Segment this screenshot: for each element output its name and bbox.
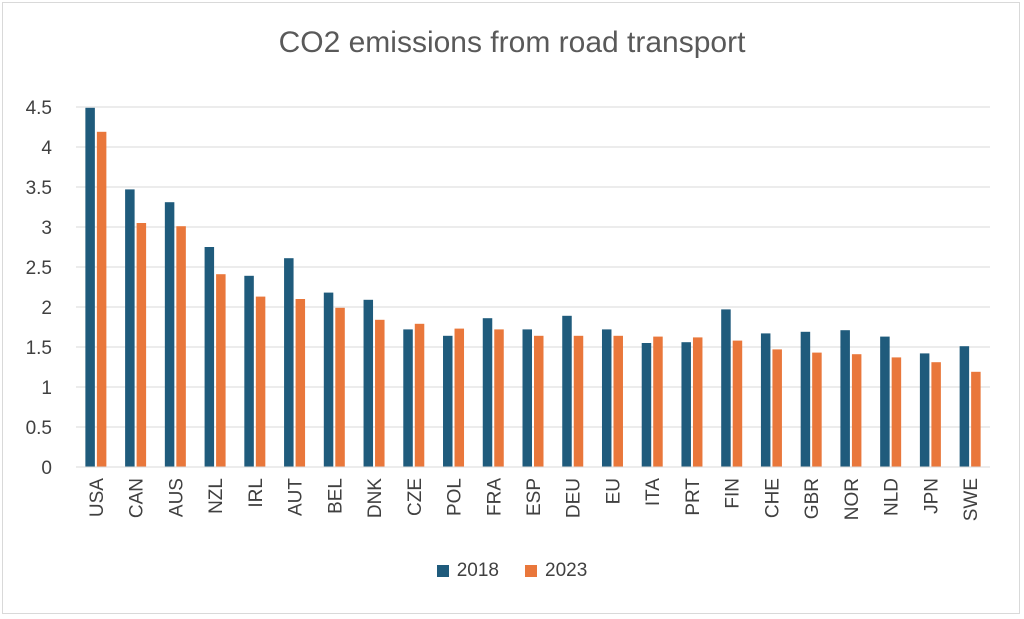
bar-dnk-2023 <box>375 319 385 467</box>
bar-fin-2023 <box>732 340 743 467</box>
x-tick-label: FIN <box>723 478 744 509</box>
y-tick-label: 4.5 <box>26 98 52 119</box>
bar-esp-2018 <box>522 329 532 467</box>
x-tick-label: AUT <box>286 478 307 516</box>
bar-usa-2018 <box>85 107 95 468</box>
x-tick-label: BEL <box>325 478 346 514</box>
bar-fra-2023 <box>494 329 504 467</box>
y-tick-label: 3 <box>41 218 52 239</box>
x-tick-label: CZE <box>405 478 426 516</box>
x-tick-label: AUS <box>166 478 187 517</box>
bar-nld-2023 <box>891 357 902 467</box>
bar-nzl-2023 <box>216 274 226 467</box>
chart-title: CO2 emissions from road transport <box>278 26 746 59</box>
bar-nor-2023 <box>851 354 862 467</box>
y-tick-label: 0 <box>41 458 52 479</box>
bar-pol-2018 <box>443 335 453 467</box>
bar-bel-2023 <box>335 307 345 467</box>
bar-nzl-2018 <box>204 247 215 467</box>
bar-swe-2023 <box>971 371 981 467</box>
bar-ita-2018 <box>641 343 652 467</box>
x-tick-label: NLD <box>882 478 903 516</box>
bar-prt-2018 <box>681 342 691 467</box>
x-tick-label: DEU <box>564 478 585 518</box>
legend-item-2023: 2023 <box>525 560 587 582</box>
legend-swatch-2023 <box>525 565 537 577</box>
legend-swatch-2018 <box>436 565 449 577</box>
x-tick-label: IRL <box>246 478 267 508</box>
legend-item-2018: 2018 <box>436 560 499 582</box>
bar-aus-2023 <box>176 226 186 467</box>
bar-dnk-2018 <box>363 299 374 467</box>
bar-fin-2018 <box>721 309 731 467</box>
bar-gbr-2023 <box>812 352 822 467</box>
bar-can-2018 <box>125 189 135 467</box>
y-tick-label: 0.5 <box>26 418 52 439</box>
y-tick-label: 1 <box>41 378 52 399</box>
bar-swe-2018 <box>959 346 970 467</box>
bar-irl-2023 <box>255 296 266 467</box>
bar-eu-2023 <box>613 335 623 467</box>
x-tick-label: NOR <box>842 478 863 520</box>
legend-label-2018: 2018 <box>456 560 499 581</box>
x-tick-label: FRA <box>484 478 505 516</box>
x-tick-label: JPN <box>921 478 942 514</box>
x-tick-label: DNK <box>365 478 386 518</box>
y-tick-label: 2 <box>41 298 52 319</box>
legend-label-2023: 2023 <box>545 560 588 581</box>
x-tick-label: EU <box>603 478 624 504</box>
x-tick-label: USA <box>87 478 108 517</box>
bar-cze-2023 <box>414 323 425 467</box>
x-tick-label: GBR <box>802 478 823 519</box>
x-tick-label: NZL <box>206 478 227 514</box>
y-tick-label: 1.5 <box>26 338 52 359</box>
x-tick-label: PRT <box>683 478 704 516</box>
bar-cze-2018 <box>403 329 413 467</box>
bar-bel-2018 <box>323 292 334 467</box>
bar-ita-2023 <box>653 336 663 467</box>
bar-che-2018 <box>760 333 771 467</box>
bar-eu-2018 <box>601 329 612 467</box>
y-tick-label: 2.5 <box>26 258 52 279</box>
bar-aus-2018 <box>164 202 175 467</box>
bar-irl-2018 <box>244 275 254 467</box>
bar-aut-2023 <box>295 299 306 467</box>
bar-usa-2023 <box>96 131 107 468</box>
bar-fra-2018 <box>482 318 493 467</box>
bar-jpn-2018 <box>919 353 930 467</box>
y-tick-label: 4 <box>41 138 52 159</box>
x-tick-label: SWE <box>961 478 982 521</box>
bar-jpn-2023 <box>931 362 941 467</box>
x-tick-label: CHE <box>762 478 783 518</box>
bar-deu-2018 <box>562 315 572 467</box>
x-tick-label: CAN <box>127 478 148 518</box>
bar-esp-2023 <box>534 335 544 467</box>
bar-gbr-2018 <box>800 331 811 467</box>
bar-deu-2023 <box>573 335 584 467</box>
x-tick-label: ITA <box>643 478 664 506</box>
bar-che-2023 <box>772 349 782 467</box>
bar-nor-2018 <box>840 330 850 467</box>
bar-can-2023 <box>136 223 147 467</box>
bar-aut-2018 <box>284 258 294 467</box>
bar-pol-2023 <box>454 328 465 467</box>
bar-prt-2023 <box>692 337 703 467</box>
legend: 2018 2023 <box>0 560 1024 582</box>
y-tick-label: 3.5 <box>26 178 52 199</box>
x-tick-label: POL <box>445 478 466 516</box>
bar-nld-2018 <box>880 336 890 467</box>
x-tick-label: ESP <box>524 478 545 516</box>
